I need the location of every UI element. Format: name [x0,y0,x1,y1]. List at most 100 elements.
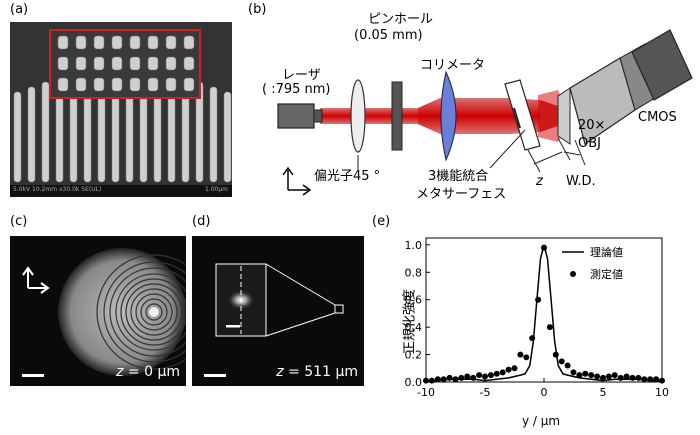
optical-setup-diagram [277,29,693,196]
data-point-measured [458,374,465,381]
panel-label-d: (d) [192,214,211,229]
panel-label-e: (e) [372,214,391,229]
wd-label: W.D. [566,174,596,189]
data-point-measured [594,373,601,380]
laser-label: レーザ [282,68,321,83]
data-point-measured [558,358,565,365]
laser-beam-expanded [418,98,510,134]
data-point-measured [499,369,506,376]
x-tick-label: -10 [417,386,435,399]
plot-frame [425,237,663,383]
data-point-measured [434,376,441,383]
data-point-measured [517,351,524,358]
series-line-theory [426,244,662,382]
caption-c-var: z [116,364,124,380]
collimator-label: コリメータ [420,58,486,73]
y-tick-label: 1.0 [405,239,423,252]
panel-label-c: (c) [10,214,28,229]
cmos-label: CMOS [638,110,677,125]
data-point-measured [641,376,648,383]
data-point-measured [659,377,665,384]
x-tick-label: 5 [600,386,607,399]
data-point-measured [464,373,471,380]
data-point-measured [470,374,477,381]
y-tick-label: 0.2 [405,349,423,362]
caption-c: z = 0 µm [116,364,180,380]
data-point-measured [541,244,547,251]
pinhole-label: ピンホール [368,12,434,27]
data-point-measured [440,376,447,383]
y-tick-label: 0.6 [405,294,423,307]
data-point-measured [482,373,488,380]
data-point-measured [523,354,530,361]
pinhole-size: (0.05 mm) [354,28,423,43]
scale-bar [204,374,226,377]
image-d: z = 511 µm [192,236,364,386]
data-point-measured [588,372,595,379]
metasurface-label-1: 3機能統合 [428,169,489,184]
data-point-measured [653,376,660,383]
data-point-measured [647,376,654,383]
sem-pillars [10,22,232,197]
data-point-measured [552,351,559,358]
data-point-measured [605,373,612,380]
y-tick-label: 0.8 [405,266,423,279]
caption-c-val: = 0 µm [123,364,180,380]
data-point-measured [452,376,459,383]
objective-tip [557,87,571,145]
data-point-measured [446,374,453,381]
interference-image [10,236,186,386]
data-point-measured [600,374,606,381]
legend-marker-measured [570,271,576,277]
data-point-measured [493,370,500,377]
caption-d-val: = 511 µm [283,364,358,380]
panel-label-a: (a) [10,2,29,17]
metasurface-label-2: メタサーフェス [416,187,507,202]
panel-label-b: (b) [248,2,267,17]
data-point-measured [570,369,577,376]
focal-spot-image [192,236,364,386]
data-point-measured [629,374,636,381]
data-point-measured [611,372,618,379]
laser-source [277,103,315,129]
caption-d: z = 511 µm [276,364,358,380]
data-point-measured [476,372,483,379]
data-point-measured [617,374,624,381]
data-point-measured [505,366,512,373]
metasurface [504,79,541,151]
legend-label-theory: 理論値 [590,245,623,259]
scale-bar [22,374,44,377]
data-point-measured [487,372,494,379]
data-point-measured [511,365,518,372]
collimator-lens [440,70,457,162]
polarizer [350,79,366,153]
data-point-measured [423,377,429,384]
caption-d-var: z [276,364,284,380]
laser-beam-narrow [320,108,418,124]
data-point-measured [535,296,542,303]
y-tick-label: 0.0 [405,376,423,389]
polarizer-label: 偏光子45 ° [314,169,381,184]
x-tick-label: 10 [655,386,669,399]
objective-label-2: OBJ [578,136,601,151]
objective-label-1: 20× [578,118,606,133]
y-tick-label: 0.4 [405,321,423,334]
cmos-camera [631,29,693,101]
data-point-measured [582,370,589,377]
x-tick-label: -5 [480,386,491,399]
pinhole [391,81,403,151]
legend-label-measured: 測定値 [590,267,623,281]
data-point-measured [564,362,571,369]
axis-arrows-icon [282,166,312,196]
x-axis-title: y / μm [522,414,561,428]
z-label: z [536,174,543,189]
axis-arrows-icon [22,266,50,294]
data-point-measured [428,377,435,384]
sem-info-right: 1.00µm [204,186,228,193]
image-c: z = 0 µm [10,236,186,386]
sem-image: 5.0kV 10.2mm x30.0k SE(UL) 1.00µm [10,22,232,197]
data-point-measured [529,335,536,342]
data-point-measured [546,324,553,331]
data-point-measured [635,374,642,381]
